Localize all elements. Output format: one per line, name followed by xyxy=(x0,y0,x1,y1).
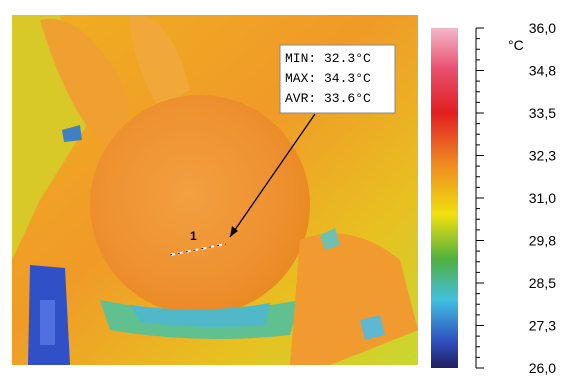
scale-label: 29,8 xyxy=(529,233,556,249)
scale-label: 32,3 xyxy=(529,148,556,164)
min-label: MIN: 32.3°C xyxy=(285,51,371,66)
scale-label: 31,0 xyxy=(529,190,556,206)
max-label: MAX: 34.3°C xyxy=(285,71,371,86)
thermal-view: MIN: 32.3°C MAX: 34.3°C AVR: 33.6°C 1 °C… xyxy=(0,0,561,376)
marker-label: 1 xyxy=(190,229,197,243)
scale-labels: 36,0 34,8 33,5 32,3 31,0 29,8 28,5 27,3 26,0 xyxy=(476,20,556,376)
unit-label: °C xyxy=(508,37,524,53)
avr-label: AVR: 33.6°C xyxy=(285,91,371,106)
scale-label: 34,8 xyxy=(529,63,556,79)
scale-label: 36,0 xyxy=(529,20,556,36)
scale-label: 28,5 xyxy=(529,275,556,291)
color-bar xyxy=(431,28,458,368)
scale-label: 27,3 xyxy=(529,318,556,334)
scale-label: 26,0 xyxy=(529,360,556,376)
scale-label: 33,5 xyxy=(529,105,556,121)
